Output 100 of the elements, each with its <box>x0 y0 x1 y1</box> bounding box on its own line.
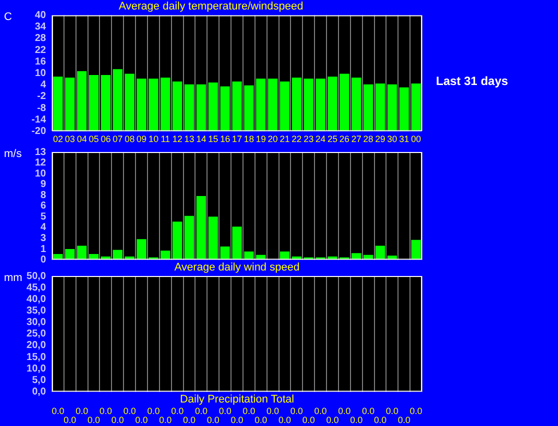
x-tick-label: 27 <box>351 134 362 144</box>
bar <box>77 246 87 260</box>
x-tick-label: 05 <box>88 134 99 144</box>
bar <box>328 76 338 132</box>
bar <box>220 86 230 132</box>
y-axis-title: C <box>4 11 12 24</box>
bar <box>136 78 146 132</box>
y-tick-label: 8 <box>40 190 46 201</box>
data-label: 0.0 <box>326 414 339 425</box>
x-tick-label: 16 <box>220 134 230 144</box>
y-tick-label: 0 <box>40 254 46 266</box>
y-tick-label: 5 <box>40 211 46 222</box>
data-label: 0.0 <box>266 406 280 416</box>
bar <box>89 74 99 132</box>
x-tick-label: 06 <box>100 134 111 144</box>
x-tick-label: 04 <box>76 134 87 144</box>
x-tick-label: 28 <box>363 134 374 144</box>
data-label: 0.0 <box>230 414 244 425</box>
bar <box>65 249 75 260</box>
x-tick-label: 15 <box>208 134 218 144</box>
x-tick-label: 00 <box>411 134 422 144</box>
data-label: 0.0 <box>302 414 315 425</box>
bar <box>387 84 397 132</box>
y-tick-label: 4 <box>40 80 46 91</box>
data-label: 0.0 <box>147 406 160 416</box>
bar <box>77 71 87 132</box>
data-label: 0.0 <box>374 414 386 425</box>
bar <box>316 78 326 132</box>
x-tick-label: 18 <box>244 134 254 144</box>
y-tick-label: 22 <box>34 44 46 56</box>
bar <box>232 82 242 132</box>
bar <box>375 246 385 260</box>
data-label: 0.0 <box>254 414 268 425</box>
y-tick-label: 13 <box>34 146 46 158</box>
x-tick-label: 13 <box>184 134 194 144</box>
y-tick-label: 15,0 <box>26 352 46 363</box>
bar <box>196 84 206 132</box>
y-tick-label: 6 <box>40 200 46 212</box>
x-tick-label: 08 <box>124 134 135 144</box>
data-label: 0.0 <box>314 406 327 416</box>
data-label: 0.0 <box>242 406 256 416</box>
y-tick-label: 25,0 <box>26 328 46 340</box>
y-axis-title: mm <box>4 272 22 284</box>
bar <box>172 82 182 132</box>
x-tick-label: 17 <box>232 134 242 144</box>
y-tick-label: 20,0 <box>26 340 46 352</box>
bar <box>112 69 122 132</box>
x-tick-label: 30 <box>387 134 398 144</box>
y-tick-label: 4 <box>40 222 46 234</box>
bar <box>411 83 421 132</box>
y-tick-label: 35,0 <box>26 305 46 316</box>
bar <box>136 239 146 260</box>
y-tick-label: 28 <box>34 33 46 44</box>
x-tick-label: 11 <box>160 134 170 144</box>
data-label: 0.0 <box>135 414 148 425</box>
bar <box>352 253 362 260</box>
y-tick-label: -8 <box>37 102 46 114</box>
x-tick-label: 22 <box>292 134 302 144</box>
data-label: 0.0 <box>362 406 375 416</box>
y-tick-label: 40,0 <box>26 294 46 305</box>
data-label: 0.0 <box>171 406 184 416</box>
bar <box>256 78 266 132</box>
y-tick-label: 45,0 <box>26 282 46 294</box>
bar <box>232 226 242 260</box>
text: Last 31 days <box>436 74 508 88</box>
x-tick-label: 14 <box>196 134 206 144</box>
y-tick-label: 30,0 <box>26 317 46 328</box>
bar <box>65 78 75 132</box>
data-label: 0.0 <box>111 414 124 425</box>
bar <box>375 83 385 132</box>
bar <box>304 78 314 132</box>
data-label: 0.0 <box>350 414 363 425</box>
y-tick-label: 0,0 <box>32 386 46 398</box>
x-tick-label: 20 <box>268 134 278 144</box>
y-tick-label: 12 <box>34 158 46 169</box>
bar <box>244 85 254 132</box>
data-label: 0.0 <box>386 406 398 416</box>
y-tick-label: 10 <box>34 168 46 180</box>
bar <box>208 82 218 132</box>
data-label: 0.0 <box>183 414 196 425</box>
data-label: 0.0 <box>410 406 422 416</box>
bar <box>352 78 362 132</box>
y-tick-label: 9 <box>40 179 46 190</box>
bar <box>244 252 254 260</box>
bar <box>292 78 302 132</box>
bar <box>280 252 290 260</box>
bar <box>220 246 230 260</box>
bar <box>160 78 170 132</box>
x-axis-title: Daily Precipitation Total <box>180 393 294 406</box>
data-label: 0.0 <box>290 406 303 416</box>
x-tick-label: 31 <box>399 134 410 144</box>
x-tick-label: 19 <box>256 134 266 144</box>
bar <box>112 250 122 260</box>
x-tick-label: 02 <box>52 134 63 144</box>
bar <box>100 74 110 132</box>
bar <box>196 196 206 260</box>
x-tick-label: 24 <box>316 134 326 144</box>
x-tick-label: 09 <box>136 134 147 144</box>
bar <box>399 87 409 132</box>
y-tick-label: -20 <box>32 126 46 137</box>
